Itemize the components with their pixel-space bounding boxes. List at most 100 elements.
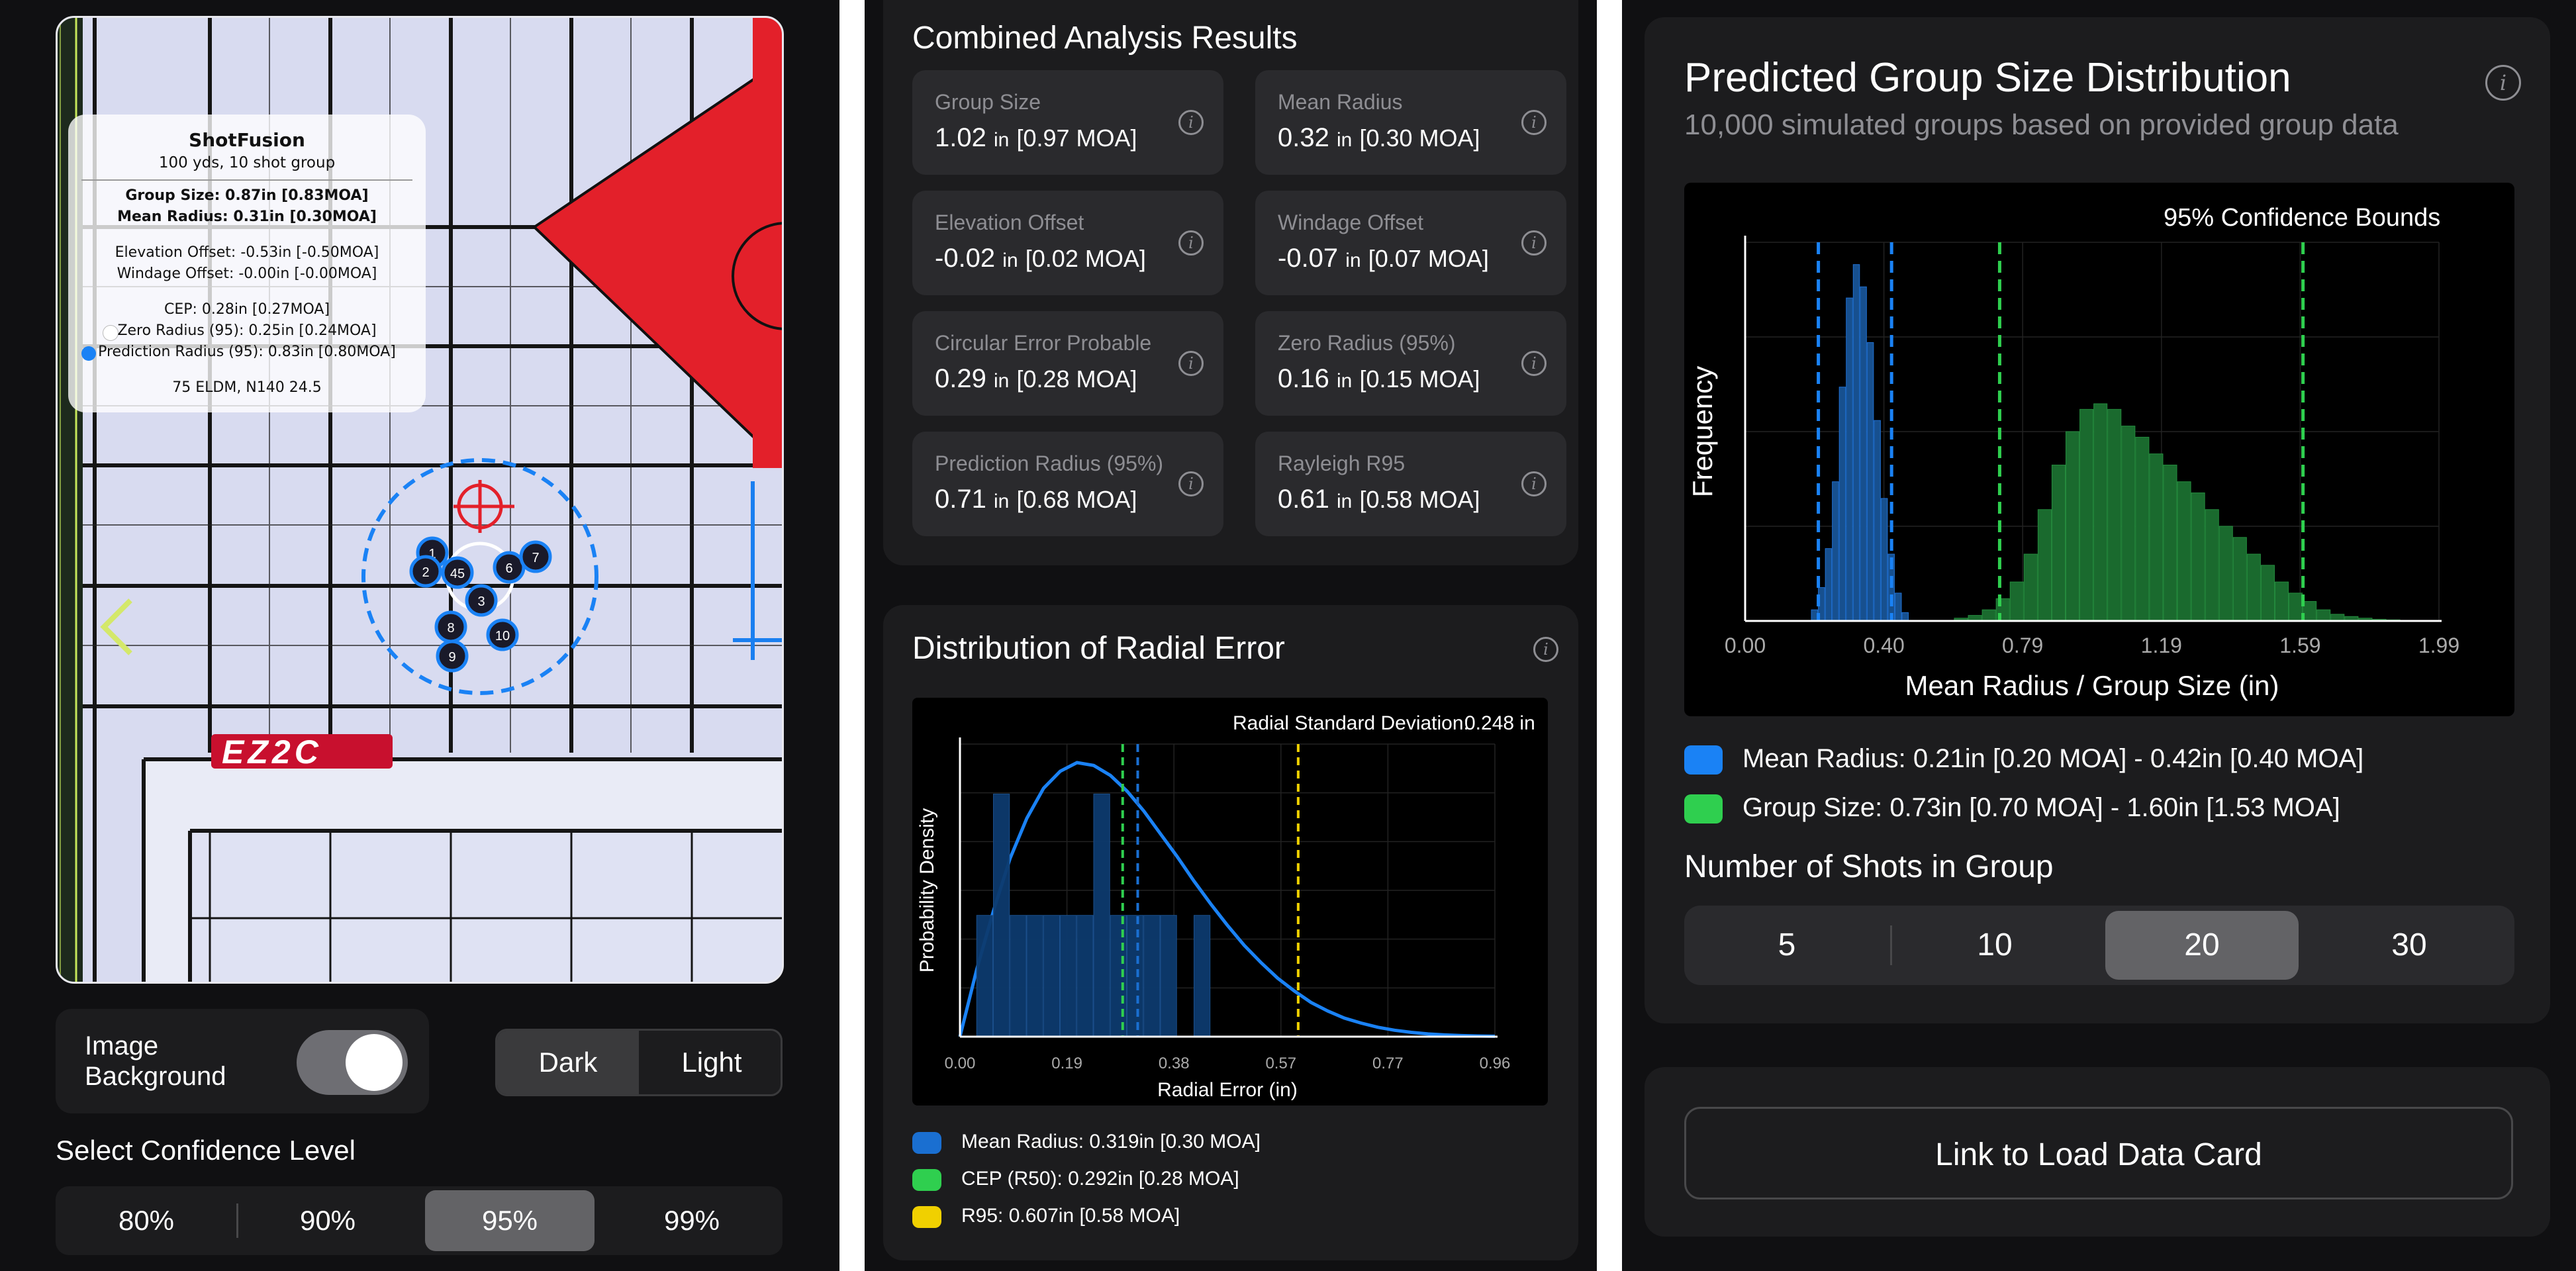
histogram-bar (1160, 915, 1177, 1037)
zero-radius-dot (103, 325, 119, 341)
confidence-option-90[interactable]: 90% (299, 1205, 356, 1236)
confidence-option-80[interactable]: 80% (118, 1205, 175, 1236)
distribution-title: Distribution of Radial Error (912, 631, 1285, 666)
legend-item: Group Size: 0.73in [0.70 MOA] - 1.60in [… (1684, 790, 2479, 830)
confidence-option-99[interactable]: 99% (663, 1205, 720, 1236)
card-group-size: Group Size: 0.87in [0.83MOA] (125, 187, 369, 204)
shots-option-20[interactable]: 20 (2105, 911, 2299, 980)
shot-label: 2 (422, 565, 429, 580)
histogram-bar (2260, 565, 2275, 622)
metric-tile: Elevation Offset -0.02 in [0.02 MOA] i (912, 191, 1223, 295)
metric-label: Zero Radius (95%) (1278, 331, 1456, 355)
histogram-bar (2218, 526, 2233, 622)
shots-option-5[interactable]: 5 (1778, 927, 1796, 963)
x-tick-label: 0.40 (1863, 634, 1904, 657)
confidence-option-95[interactable]: 95% (425, 1190, 595, 1251)
histogram-bar (1076, 915, 1094, 1037)
metric-moa: [0.15 MOA] (1359, 365, 1480, 393)
shots-option-30[interactable]: 30 (2391, 927, 2427, 963)
metric-value: 0.32 in [0.30 MOA] (1278, 123, 1480, 153)
predicted-info-icon[interactable]: i (2485, 65, 2521, 101)
metric-number: -0.07 (1278, 244, 1339, 273)
metric-moa: [0.68 MOA] (1016, 486, 1137, 513)
target-image[interactable]: 1 2 3 45 6 7 8 9 10 EZ2C ShotFusion 100 yds, 10 … (56, 16, 784, 984)
theme-dark-option[interactable]: Dark (497, 1031, 639, 1094)
load-data-card: Link to Load Data Card (1645, 1067, 2550, 1237)
metric-unit: in (993, 370, 1010, 392)
metric-tile: Mean Radius 0.32 in [0.30 MOA] i (1255, 70, 1566, 175)
x-tick-label: 0.77 (1372, 1055, 1404, 1072)
metric-moa: [0.30 MOA] (1359, 124, 1480, 152)
link-load-data-button[interactable]: Link to Load Data Card (1684, 1107, 2513, 1200)
histogram-bar (2303, 601, 2317, 622)
image-background-card: Image Background (56, 1009, 429, 1113)
card-windage-offset: Windage Offset: -0.00in [-0.00MOA] (117, 265, 377, 282)
legend-label: Mean Radius: 0.319in [0.30 MOA] (961, 1131, 1261, 1153)
metric-unit: in (1336, 129, 1353, 151)
target-panel: 1 2 3 45 6 7 8 9 10 EZ2C ShotFusion 100 yds, 10 … (0, 0, 839, 1271)
target-logo: EZ2C (222, 733, 322, 771)
results-title: Combined Analysis Results (912, 21, 1298, 56)
legend-swatch (1684, 745, 1723, 775)
distribution-card: Distribution of Radial Error i 0.00 0.19 0… (883, 605, 1578, 1260)
prediction-radius-dot (81, 346, 96, 361)
metric-label: Prediction Radius (95%) (935, 451, 1164, 475)
confidence-title: Select Confidence Level (56, 1135, 356, 1166)
metric-tile: Windage Offset -0.07 in [0.07 MOA] i (1255, 191, 1566, 295)
card-cep: CEP: 0.28in [0.27MOA] (164, 301, 330, 318)
histogram-bar (1880, 498, 1888, 622)
metric-info-icon[interactable]: i (1521, 110, 1547, 135)
card-mean-radius: Mean Radius: 0.31in [0.30MOA] (117, 209, 377, 225)
metric-number: 0.71 (935, 485, 986, 514)
histogram-bar (2274, 581, 2289, 622)
metric-unit: in (1336, 491, 1353, 512)
metric-info-icon[interactable]: i (1521, 230, 1547, 256)
metric-info-icon[interactable]: i (1178, 351, 1204, 376)
legend-label: Mean Radius: 0.21in [0.20 MOA] - 0.42in … (1742, 744, 2364, 773)
shots-option-10[interactable]: 10 (1977, 927, 2013, 963)
metric-number: 0.32 (1278, 123, 1329, 152)
legend-item: R95: 0.607in [0.58 MOA] (912, 1202, 1707, 1242)
metric-label: Windage Offset (1278, 211, 1423, 234)
y-axis-label: Probability Density (916, 808, 938, 972)
histogram-bar (2037, 509, 2052, 622)
histogram-bar (1981, 609, 1996, 622)
card-zero-radius: Zero Radius (95): 0.25in [0.24MOA] (117, 322, 377, 339)
metric-info-icon[interactable]: i (1178, 230, 1204, 256)
legend-item: Mean Radius: 0.319in [0.30 MOA] (912, 1128, 1707, 1168)
shot-marker: 9 (436, 639, 469, 673)
metric-info-icon[interactable]: i (1521, 351, 1547, 376)
histogram-bar (1852, 264, 1860, 622)
density-curve (958, 761, 1496, 1038)
metric-tile: Zero Radius (95%) 0.16 in [0.15 MOA] i (1255, 311, 1566, 416)
shots-title: Number of Shots in Group (1684, 849, 2054, 884)
shot-marker: 45 (441, 556, 474, 589)
histogram-bar (1901, 612, 1909, 622)
x-tick-label: 0.96 (1480, 1055, 1511, 1072)
image-background-label-2: Background (85, 1062, 226, 1091)
theme-light-option[interactable]: Light (681, 1047, 742, 1078)
link-load-data-label: Link to Load Data Card (1935, 1137, 2262, 1172)
histogram-bar (1043, 915, 1060, 1037)
metric-info-icon[interactable]: i (1178, 471, 1204, 496)
results-card: Combined Analysis Results Group Size 1.0… (883, 0, 1578, 565)
shot-marker: 8 (434, 610, 467, 643)
histogram-bar (2066, 431, 2080, 622)
legend-label: R95: 0.607in [0.58 MOA] (961, 1205, 1180, 1227)
metric-number: 1.02 (935, 123, 986, 152)
metric-info-icon[interactable]: i (1178, 110, 1204, 135)
image-background-toggle[interactable] (297, 1030, 408, 1095)
metric-moa: [0.07 MOA] (1368, 245, 1489, 272)
theme-segmented-control: Dark Light (495, 1029, 783, 1096)
metric-value: 1.02 in [0.97 MOA] (935, 123, 1137, 153)
legend-label: CEP (R50): 0.292in [0.28 MOA] (961, 1168, 1239, 1190)
histogram-bar (2107, 408, 2122, 622)
metric-value: -0.02 in [0.02 MOA] (935, 244, 1146, 273)
metric-info-icon[interactable]: i (1521, 471, 1547, 496)
distribution-info-icon[interactable]: i (1533, 637, 1558, 662)
x-tick-label: 0.00 (1725, 634, 1766, 657)
legend-swatch (912, 1206, 941, 1228)
card-prediction-radius: Prediction Radius (95): 0.83in [0.80MOA] (98, 344, 396, 360)
histogram-bar (1832, 481, 1839, 622)
image-background-label: Image (85, 1031, 159, 1060)
